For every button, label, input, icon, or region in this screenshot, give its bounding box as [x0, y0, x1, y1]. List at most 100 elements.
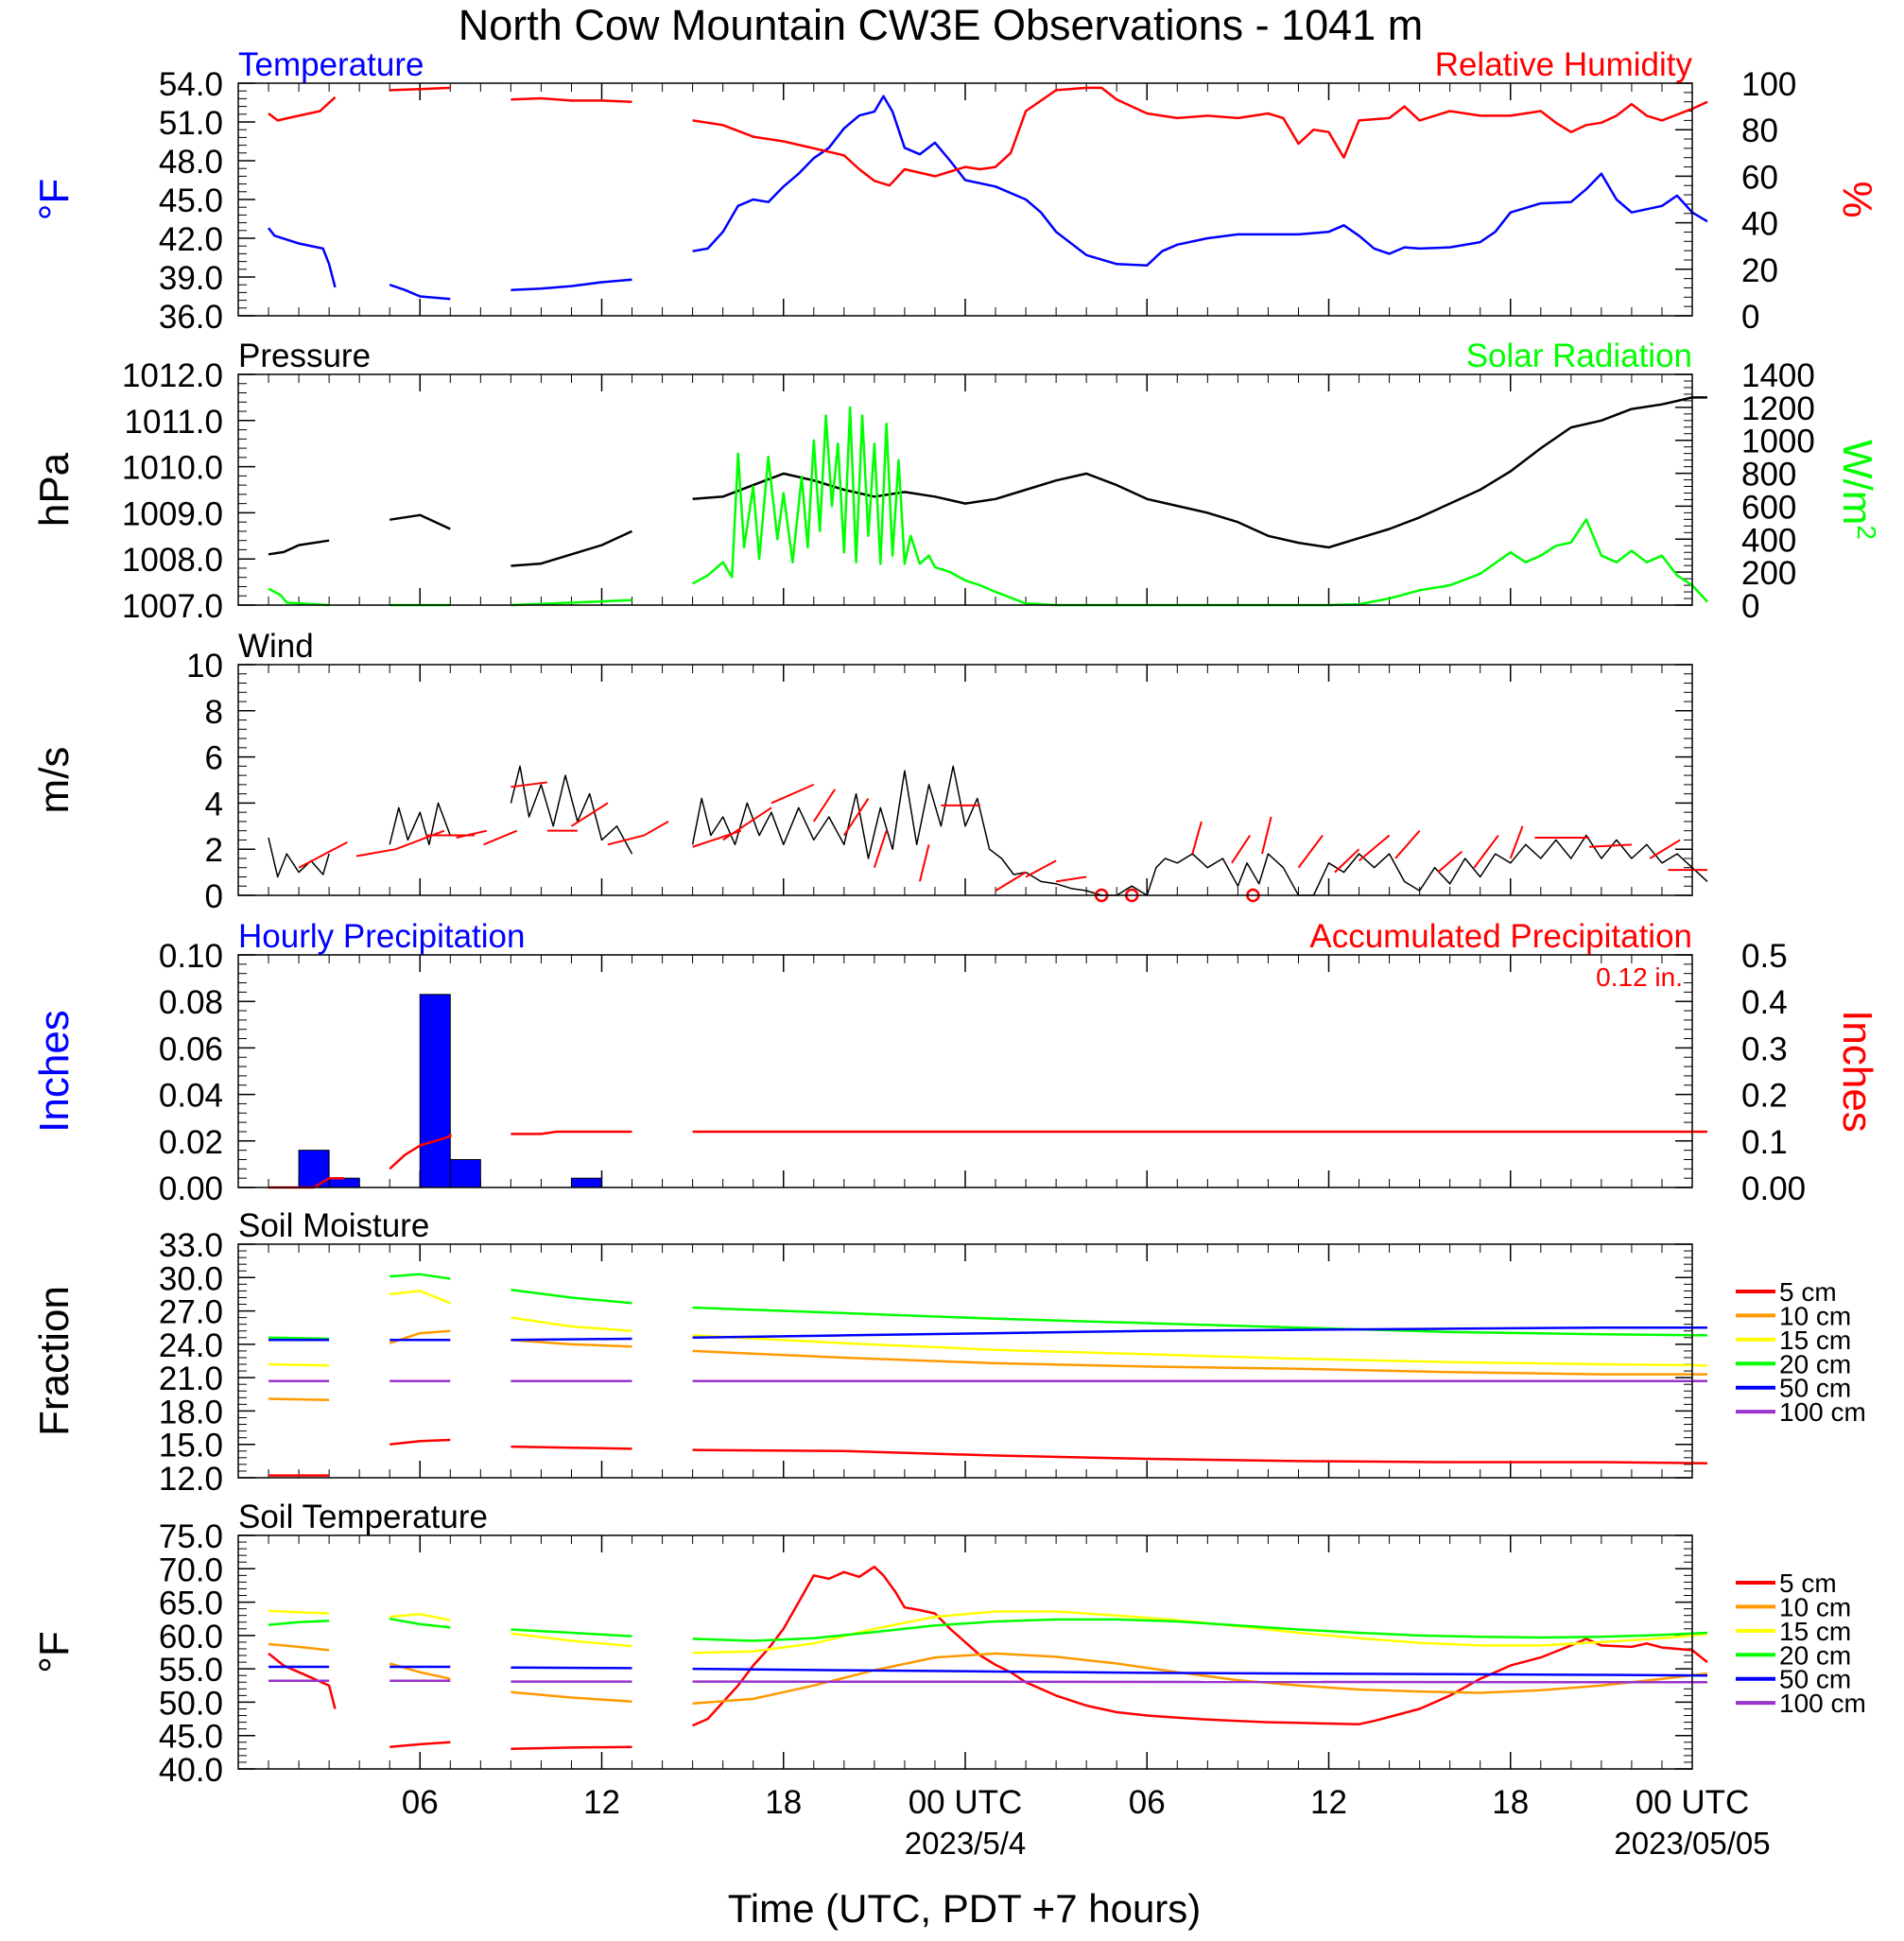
y-tick-label: 2: [205, 832, 223, 869]
precip-bar: [570, 1177, 602, 1188]
y-right-tick-label: 0: [1741, 299, 1759, 336]
wind-barb: [607, 834, 645, 846]
depth-5cm-line: [511, 1445, 632, 1450]
wind-barb: [570, 802, 609, 827]
x-tick-label: 18: [1492, 1784, 1529, 1821]
x-tick-date-label: 2023/5/4: [905, 1826, 1026, 1861]
y-right-tick-label: 0.1: [1741, 1124, 1788, 1161]
depth-15cm-line: [511, 1316, 632, 1332]
y-tick-label: 51.0: [159, 105, 223, 142]
wind-barb: [298, 841, 348, 869]
depth-50cm-line: [511, 1666, 632, 1670]
x-tick-label: 18: [765, 1784, 802, 1821]
solar-line: [268, 587, 330, 607]
x-tick-label: 12: [583, 1784, 620, 1821]
y-tick-label: 55.0: [159, 1652, 223, 1689]
plot-frame: [237, 1243, 1693, 1479]
y-right-tick-label: 0.3: [1741, 1031, 1788, 1067]
wind-barb: [1025, 859, 1057, 878]
wind-barb: [1358, 834, 1391, 862]
wind-barb: [1231, 835, 1252, 864]
wind-barb: [918, 844, 930, 882]
temperature-line: [511, 278, 632, 291]
y-tick-label: 0.00: [159, 1170, 223, 1207]
wind-speed-line: [691, 765, 1708, 896]
depth-20cm-line: [268, 1620, 330, 1626]
depth-15cm-line: [389, 1613, 451, 1621]
legend-label: 15 cm: [1779, 1326, 1851, 1355]
legend-label: 50 cm: [1779, 1665, 1851, 1694]
temperature-line: [268, 227, 337, 288]
legend-label: 20 cm: [1779, 1349, 1851, 1378]
panel-left-title: Soil Temperature: [238, 1499, 488, 1535]
y-axis-right-label: W/m2: [1834, 440, 1882, 540]
wind-barb: [395, 829, 445, 851]
depth-20cm-line: [692, 1306, 1708, 1337]
legend-label: 50 cm: [1779, 1374, 1851, 1403]
y-right-tick-label: 0.2: [1741, 1078, 1788, 1115]
y-axis-label: Fraction: [31, 1286, 78, 1436]
wind-barb: [1473, 834, 1499, 869]
wind-barb: [483, 829, 518, 846]
y-right-tick-label: 20: [1741, 252, 1778, 289]
wind-barb: [1509, 825, 1524, 859]
depth-5cm-line: [692, 1565, 1708, 1727]
wind-barb: [1394, 830, 1421, 859]
wind-barb: [842, 797, 870, 837]
panel-left-title: Pressure: [238, 338, 371, 374]
panel-right-title: Solar Radiation: [1466, 338, 1692, 374]
humidity-line: [268, 95, 337, 122]
y-axis-right-label: %: [1834, 181, 1880, 217]
depth-15cm-line: [692, 1610, 1708, 1655]
y-tick-label: 0.02: [159, 1124, 223, 1161]
depth-5cm-line: [389, 1741, 451, 1748]
depth-10cm-line: [692, 1349, 1707, 1376]
wind-barb: [995, 871, 1027, 892]
depth-20cm-line: [692, 1618, 1708, 1642]
y-tick-label: 39.0: [159, 260, 223, 297]
panel-left-title: Wind: [238, 628, 314, 665]
depth-20cm-line: [389, 1273, 451, 1280]
panel-left-title: Temperature: [238, 46, 424, 83]
y-tick-label: 48.0: [159, 144, 223, 181]
y-tick-label: 12.0: [159, 1461, 223, 1498]
wind-barb: [1589, 843, 1632, 848]
y-tick-label: 70.0: [159, 1551, 223, 1588]
y-tick-label: 36.0: [159, 299, 223, 336]
plot-frame: [237, 373, 1693, 606]
wind-speed-line: [389, 802, 452, 846]
y-tick-label: 0.04: [159, 1078, 223, 1115]
y-axis-label: °F: [31, 1631, 78, 1672]
panel-hourly-precipitation: 0.00 0.02 0.04 0.06 0.08 0.10 0.00 0.1 0.2 0.3 0.4…: [31, 918, 1880, 1207]
y-right-tick-label: 400: [1741, 522, 1796, 559]
solar-line: [511, 598, 632, 607]
y-right-tick-label: 0: [1741, 588, 1759, 625]
x-tick-label: 00 UTC: [909, 1784, 1023, 1821]
wind-speed-line: [268, 837, 330, 878]
y-tick-label: 45.0: [159, 182, 223, 219]
wind-barb: [1334, 848, 1360, 874]
y-right-tick-label: 100: [1741, 66, 1796, 103]
depth-15cm-line: [692, 1334, 1708, 1367]
legend-label: 10 cm: [1779, 1301, 1851, 1330]
y-tick-label: 1011.0: [125, 404, 223, 441]
humidity-line: [389, 86, 451, 92]
depth-20cm-line: [389, 1617, 451, 1629]
wind-barb: [511, 781, 547, 789]
pressure-line: [511, 529, 633, 567]
depth-15cm-line: [389, 1290, 451, 1305]
y-tick-label: 24.0: [159, 1327, 223, 1364]
legend-label: 20 cm: [1779, 1640, 1851, 1670]
y-right-tick-label: 0.5: [1741, 938, 1788, 975]
y-tick-label: 21.0: [159, 1360, 223, 1397]
x-axis-title: Time (UTC, PDT +7 hours): [728, 1886, 1202, 1931]
y-right-tick-label: 0.4: [1741, 984, 1788, 1021]
y-tick-label: 0: [205, 878, 223, 915]
legend-label: 100 cm: [1779, 1689, 1866, 1718]
panel-wind: 0 2 4 6 8 10 Wind m/s: [31, 628, 1708, 915]
pressure-line: [389, 513, 451, 530]
depth-5cm-line: [692, 1448, 1708, 1464]
y-right-tick-label: 1000: [1741, 424, 1815, 460]
x-tick-label: 06: [1129, 1784, 1166, 1821]
